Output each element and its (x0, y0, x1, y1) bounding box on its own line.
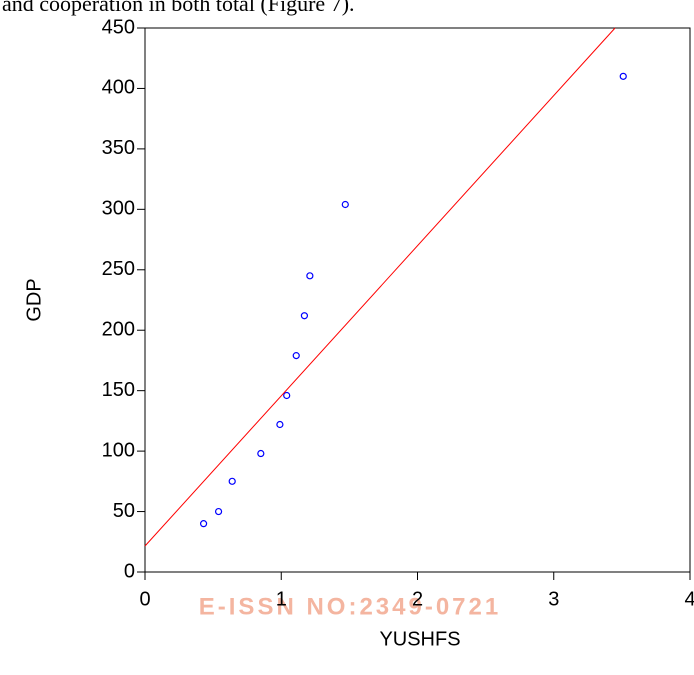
point (228, 477, 236, 485)
y-tick-label: 400 (102, 77, 135, 99)
watermark: E-ISSN NO:2349-0721 (199, 593, 501, 620)
x-tick-label: 1 (276, 588, 287, 610)
y-tick-label: 150 (102, 379, 135, 401)
y-tick-label: 50 (113, 500, 135, 522)
fit-line (144, 27, 616, 547)
y-tick-label: 450 (102, 16, 135, 38)
point (257, 449, 265, 458)
point (300, 312, 309, 320)
point (292, 352, 300, 360)
y-tick-label: 300 (102, 198, 135, 220)
point (276, 420, 284, 429)
y-tick-label: 350 (102, 137, 135, 159)
point (619, 72, 627, 80)
point (283, 391, 291, 400)
point (306, 272, 314, 280)
x-axis-label: YUSHFS (379, 628, 460, 650)
point (199, 520, 208, 528)
y-tick-label: 250 (102, 258, 135, 280)
y-tick-label: 100 (102, 439, 135, 461)
point (214, 507, 223, 516)
plot-frame (144, 27, 691, 573)
y-axis-label: GDP (23, 278, 45, 321)
y-tick-label: 0 (124, 560, 135, 582)
point (341, 200, 349, 209)
x-tick-label: 0 (139, 588, 150, 610)
context-text: and cooperation in both total (Figure 7)… (2, 0, 355, 16)
x-tick-label: 2 (412, 588, 423, 610)
x-tick-label: 4 (684, 588, 694, 610)
y-tick-label: 200 (102, 319, 135, 341)
x-tick-label: 3 (548, 588, 559, 610)
